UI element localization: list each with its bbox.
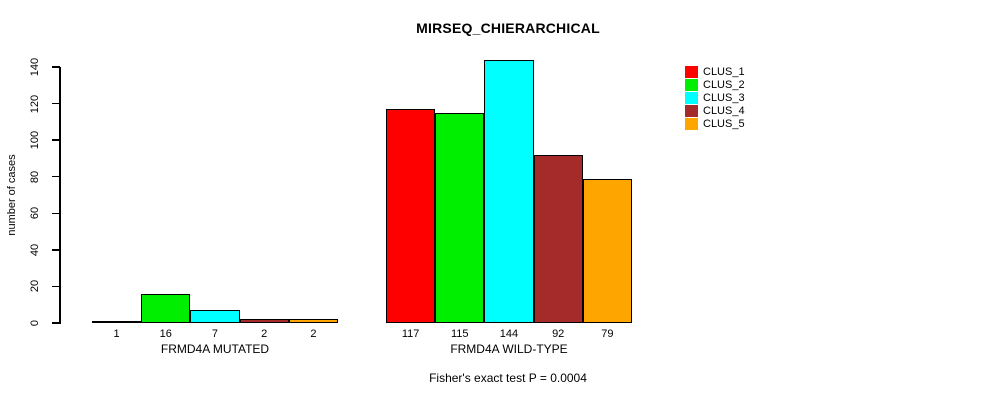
legend-swatch xyxy=(685,65,698,78)
y-axis-tick xyxy=(52,285,60,288)
legend: CLUS_1 CLUS_2 CLUS_3 CLUS_4 CLUS_5 xyxy=(685,65,745,131)
legend-label: CLUS_3 xyxy=(703,91,745,104)
chart-title: MIRSEQ_CHIERARCHICAL xyxy=(416,20,600,36)
legend-label: CLUS_4 xyxy=(703,105,745,118)
legend-item: CLUS_3 xyxy=(685,91,745,104)
legend-label: CLUS_5 xyxy=(703,118,745,131)
legend-swatch xyxy=(685,118,698,131)
y-axis-tick xyxy=(52,212,60,215)
bar-value-label: 7 xyxy=(211,328,219,340)
legend-label: CLUS_2 xyxy=(703,78,745,91)
bar-clus_3 xyxy=(190,310,240,323)
legend-item: CLUS_1 xyxy=(685,65,745,78)
bar-clus_3 xyxy=(484,60,534,323)
legend-label: CLUS_1 xyxy=(703,65,745,78)
bar-value-label: 1 xyxy=(113,328,120,340)
x-group-label: FRMD4A WILD-TYPE xyxy=(450,342,568,356)
y-tick-label: 0 xyxy=(29,319,41,327)
bar-value-label: 144 xyxy=(499,328,519,340)
bar-clus_2 xyxy=(435,113,485,323)
bar-clus_4 xyxy=(239,319,289,323)
legend-swatch xyxy=(685,91,698,104)
bar-clus_5 xyxy=(288,319,338,323)
y-tick-label: 120 xyxy=(29,94,41,113)
y-axis-tick xyxy=(52,139,60,141)
bar-value-label: 115 xyxy=(451,328,469,340)
bar-clus_5 xyxy=(582,179,632,323)
legend-item: CLUS_5 xyxy=(685,118,745,131)
x-group-label: FRMD4A MUTATED xyxy=(160,342,270,356)
y-axis-tick xyxy=(52,66,60,68)
legend-swatch xyxy=(685,78,698,91)
y-tick-label: 80 xyxy=(29,170,41,183)
y-axis-tick xyxy=(52,249,60,251)
y-axis-line xyxy=(59,67,61,324)
bar-clus_1 xyxy=(386,109,436,323)
annotation-text: Fisher's exact test P = 0.0004 xyxy=(429,371,587,385)
y-tick-label: 60 xyxy=(29,207,41,220)
y-tick-label: 140 xyxy=(29,57,41,77)
bar-value-label: 16 xyxy=(159,328,172,340)
bar-clus_1 xyxy=(92,321,142,323)
y-axis-tick xyxy=(52,175,60,178)
legend-swatch xyxy=(685,105,698,118)
y-tick-label: 40 xyxy=(29,243,41,256)
legend-item: CLUS_4 xyxy=(685,105,745,118)
bar-clus_4 xyxy=(533,155,583,323)
y-axis-tick xyxy=(52,102,60,105)
bar-value-label: 2 xyxy=(261,328,268,340)
bar-value-label: 117 xyxy=(401,328,420,340)
legend-item: CLUS_2 xyxy=(685,78,745,91)
bar-value-label: 79 xyxy=(601,328,614,340)
y-axis-title: number of cases xyxy=(6,154,18,236)
bar-value-label: 2 xyxy=(310,328,317,340)
bar-value-label: 92 xyxy=(552,328,565,340)
y-axis-tick xyxy=(52,322,60,324)
y-tick-label: 100 xyxy=(29,130,41,150)
bar-clus_2 xyxy=(141,294,191,323)
y-tick-label: 20 xyxy=(29,280,41,293)
